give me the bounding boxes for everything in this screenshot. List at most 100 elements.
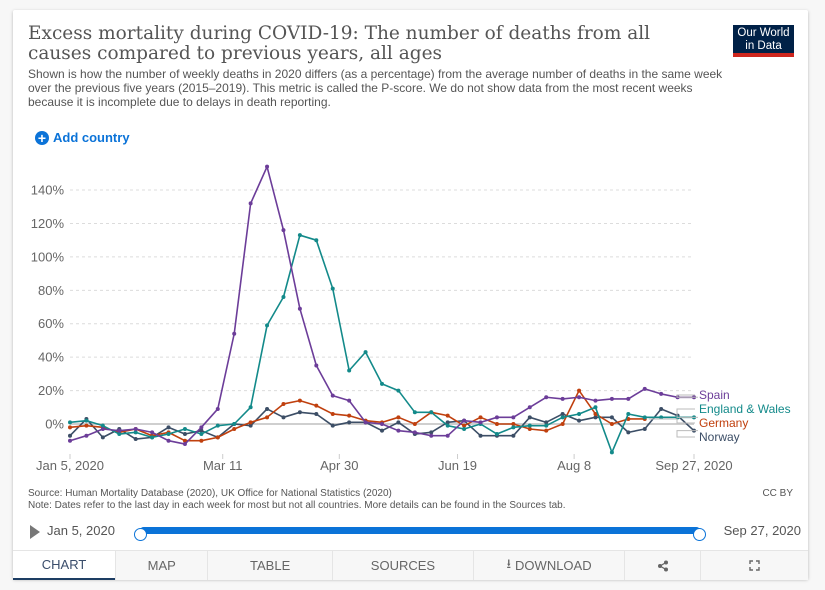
data-point-england-wales <box>84 418 89 423</box>
data-point-germany <box>215 435 220 440</box>
data-point-norway <box>248 423 253 428</box>
series-line-germany <box>69 389 645 442</box>
data-point-spain <box>314 363 319 368</box>
data-point-norway <box>527 415 532 420</box>
share-button[interactable] <box>624 551 701 580</box>
data-point-norway <box>182 432 187 437</box>
data-point-germany <box>412 422 417 426</box>
data-point-norway <box>100 435 105 440</box>
data-point-norway <box>347 420 352 425</box>
y-tick-label: 0% <box>45 417 64 432</box>
data-point-spain <box>593 398 598 403</box>
data-point-norway <box>593 415 598 420</box>
data-point-norway <box>281 415 286 420</box>
data-point-england-wales <box>199 432 204 437</box>
fullscreen-icon <box>749 560 760 571</box>
tab-chart[interactable]: CHART <box>13 551 116 580</box>
play-icon[interactable] <box>30 525 40 539</box>
y-tick-label: 80% <box>38 283 64 298</box>
data-point-spain <box>363 420 368 425</box>
x-tick-label: Jun 19 <box>438 458 477 473</box>
data-point-spain <box>347 398 352 403</box>
tab-map[interactable]: MAP <box>115 551 208 580</box>
plus-circle-icon: + <box>35 130 49 145</box>
data-point-england-wales <box>544 423 549 428</box>
data-point-england-wales <box>626 411 631 416</box>
fullscreen-button[interactable] <box>700 551 808 580</box>
data-point-norway <box>199 428 204 433</box>
legend-connector-spain <box>676 394 698 398</box>
data-point-germany <box>248 420 253 425</box>
chart-card: Excess mortality during COVID-19: The nu… <box>13 10 808 580</box>
tab-sources[interactable]: SOURCES <box>331 551 474 580</box>
data-point-england-wales <box>429 410 434 415</box>
add-country-label: Add country <box>53 130 130 145</box>
data-point-germany <box>478 415 483 420</box>
data-point-england-wales <box>445 423 450 428</box>
data-point-england-wales <box>380 381 384 386</box>
data-point-england-wales <box>265 323 270 328</box>
y-tick-label: 20% <box>38 383 64 398</box>
data-point-norway <box>560 411 565 416</box>
data-point-germany <box>494 422 499 426</box>
legend-connector-england-wales <box>676 408 698 418</box>
data-point-germany <box>84 423 89 428</box>
legend-label-spain: Spain <box>699 388 730 402</box>
x-tick-label: Jan 5, 2020 <box>36 458 104 473</box>
data-point-england-wales <box>117 432 122 437</box>
timeline-start-handle[interactable] <box>134 528 147 541</box>
data-point-spain <box>659 391 664 396</box>
tab-download[interactable]: ⭳ DOWNLOAD <box>473 551 625 580</box>
owid-logo[interactable]: Our World in Data <box>733 25 794 57</box>
tab-chart-label: CHART <box>41 557 87 572</box>
data-point-norway <box>511 433 516 438</box>
data-point-england-wales <box>593 405 598 410</box>
data-point-england-wales <box>412 410 417 415</box>
data-point-spain <box>412 430 417 435</box>
timeline-track[interactable] <box>134 527 706 541</box>
tab-bar: CHART MAP TABLE SOURCES ⭳ DOWNLOAD <box>13 550 808 580</box>
data-point-england-wales <box>314 238 319 243</box>
data-point-england-wales <box>494 432 499 437</box>
add-country-button[interactable]: + Add country <box>35 130 130 145</box>
data-point-england-wales <box>659 415 664 420</box>
data-point-norway <box>330 423 335 428</box>
data-point-england-wales <box>396 388 401 393</box>
source-text: Source: Human Mortality Database (2020),… <box>28 488 392 499</box>
data-point-spain <box>215 406 220 411</box>
x-axis-ticks: Jan 5, 2020 Mar 11 Apr 30 Jun 19 Aug 8 Sep 27… <box>36 454 733 473</box>
share-icon <box>657 560 668 571</box>
data-point-spain <box>265 164 270 169</box>
y-axis-ticks: 0% 20% 40% 60% 80% 100% 120% 140% <box>31 183 65 432</box>
data-point-germany <box>182 438 187 443</box>
timeline-end-handle[interactable] <box>693 528 706 541</box>
legend-label-england-wales: England & Wales <box>699 402 791 416</box>
legend-label-norway: Norway <box>699 430 740 444</box>
data-point-germany <box>68 425 72 430</box>
data-point-norway <box>166 425 171 430</box>
data-point-spain <box>478 420 483 425</box>
data-point-germany <box>297 398 302 403</box>
tab-table[interactable]: TABLE <box>207 551 332 580</box>
data-point-spain <box>429 433 434 438</box>
data-point-england-wales <box>577 411 582 416</box>
data-point-germany <box>199 438 204 443</box>
tab-sources-label: SOURCES <box>370 558 436 573</box>
data-point-germany <box>445 413 450 418</box>
data-point-england-wales <box>527 423 532 428</box>
data-point-germany <box>544 428 549 433</box>
data-point-england-wales <box>182 427 187 432</box>
chart-footer: Source: Human Mortality Database (2020),… <box>28 488 566 512</box>
data-point-england-wales <box>133 430 138 435</box>
gridlines <box>70 189 694 425</box>
data-point-england-wales <box>232 422 237 426</box>
license-link[interactable]: CC BY <box>762 488 793 499</box>
chart-subtitle: Shown is how the number of weekly deaths… <box>28 67 723 109</box>
data-point-germany <box>577 388 582 393</box>
x-tick-label: Aug 8 <box>557 458 591 473</box>
data-point-norway <box>609 415 614 420</box>
data-point-norway <box>429 430 434 435</box>
data-point-norway <box>265 406 270 411</box>
data-point-norway <box>68 433 72 438</box>
